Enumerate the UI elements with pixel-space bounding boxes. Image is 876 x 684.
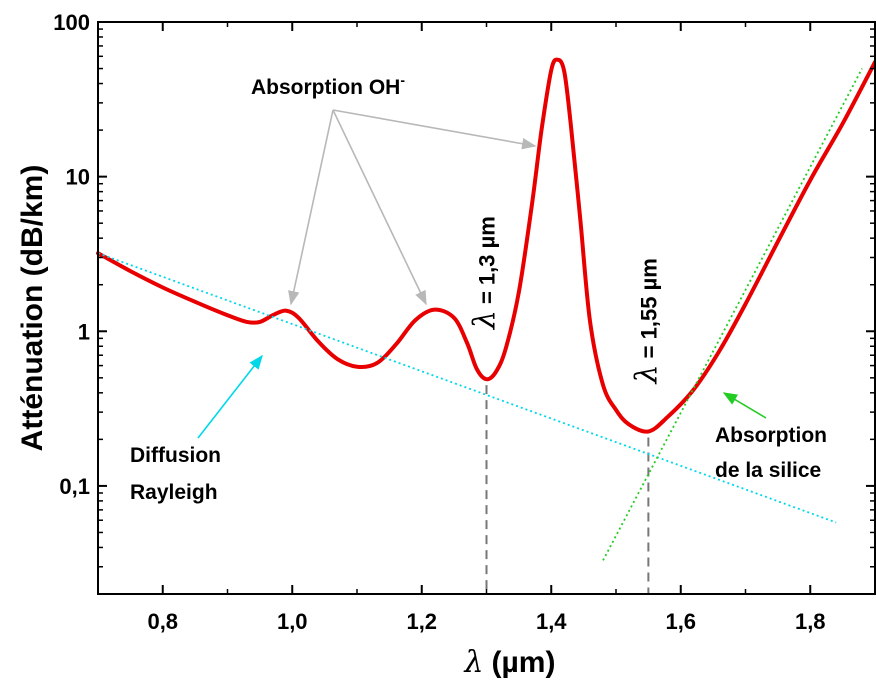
- oh-arrow-138: [332, 109, 537, 150]
- y-tick-label: 100: [53, 10, 90, 35]
- annotation-rayleigh-line1: Diffusion: [130, 444, 221, 467]
- x-tick-label: 1,0: [277, 609, 308, 634]
- annotation-oh-absorption: Absorption OH-: [251, 72, 405, 99]
- y-tick-label: 10: [66, 165, 90, 190]
- series-line-rayleigh: [97, 252, 837, 524]
- wavelength-marker-value-2: = 1,55 µm: [636, 258, 661, 364]
- x-tick-label: 1,2: [406, 609, 437, 634]
- x-tick-label: 1,4: [536, 609, 567, 634]
- x-tick-label: 1,6: [665, 609, 696, 634]
- wavelength-marker-lambda-2: λ: [629, 364, 664, 384]
- annotation-oh-text: Absorption OH: [251, 76, 400, 99]
- x-axis-lambda-symbol: λ: [464, 645, 484, 680]
- wavelength-marker-label-2: λ = 1,55 µm: [629, 258, 664, 384]
- x-axis-unit: (µm): [492, 646, 556, 679]
- y-tick-label: 1: [78, 319, 90, 344]
- oh-arrow-124: [332, 109, 427, 306]
- wavelength-marker-lambda-1: λ: [468, 310, 503, 330]
- x-tick-label: 1,8: [795, 609, 826, 634]
- wavelength-marker-label-1: λ = 1,3 µm: [468, 216, 503, 330]
- annotation-silice-line1: Absorption: [715, 424, 827, 447]
- series-line-attenuation: [96, 57, 876, 434]
- y-axis-title: Atténuation (dB/km): [16, 165, 49, 452]
- annotation-silice-line2: de la silice: [715, 459, 821, 482]
- y-tick-label: 0,1: [59, 474, 90, 499]
- oh-arrow-095: [288, 109, 334, 306]
- x-tick-label: 0,8: [147, 609, 178, 634]
- wavelength-marker-value-1: = 1,3 µm: [475, 216, 500, 310]
- annotation-oh-superscript: -: [400, 72, 405, 88]
- x-axis-title: λ (µm): [464, 645, 556, 680]
- annotation-rayleigh-line2: Rayleigh: [130, 481, 218, 504]
- rayleigh-arrow: [197, 354, 263, 439]
- silice-arrow: [722, 392, 767, 419]
